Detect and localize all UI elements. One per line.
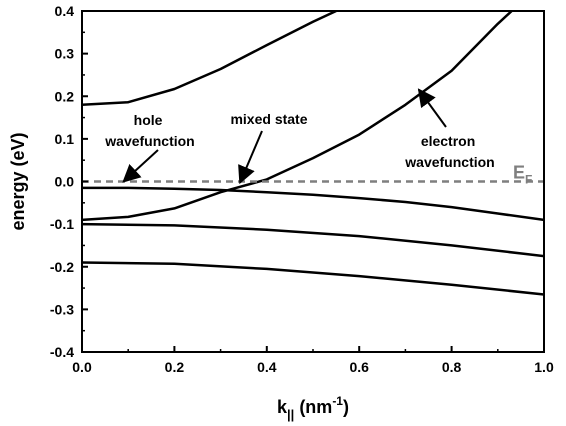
x-axis-title-close: ) [343,397,349,417]
x-tick-label: 0.4 [257,359,277,375]
y-tick-label: -0.1 [50,216,74,232]
y-tick-label: 0.0 [55,174,75,190]
y-tick-label: 0.1 [55,131,75,147]
y-tick-label: 0.3 [55,46,75,62]
electron-annotation-line-2: wavefunction [404,154,494,170]
y-axis-title: energy (eV) [8,132,28,230]
y-tick-label: -0.4 [50,344,74,360]
x-axis-ticks: 0.0 0.2 0.4 0.6 0.8 1.0 [72,346,554,375]
mixed-state-annotation-arrow [238,130,263,185]
electron-wavefunction-annotation: electron wavefunction [404,88,495,170]
energy-band-line-4 [82,222,544,258]
x-axis-title-superscript: -1 [332,394,343,408]
x-axis-title-symbol: k [277,397,288,417]
y-tick-label: 0.4 [55,3,75,19]
hole-annotation-line-2: wavefunction [104,133,194,149]
fermi-level-label-symbol: E [513,163,525,183]
mixed-state-annotation-text: mixed state [230,111,307,127]
mixed-state-annotation-line-1: mixed state [230,111,307,127]
y-tick-label: -0.2 [50,259,74,275]
energy-band-line-3 [82,186,544,222]
hole-annotation-text: hole wavefunction [104,112,194,149]
hole-annotation-arrow [122,149,159,183]
hole-annotation-line-1: hole [134,112,163,128]
x-axis-title: k|| (nm-1) [277,394,349,422]
fermi-level-label: EF [513,163,532,187]
y-tick-label: 0.2 [55,88,75,104]
y-axis-ticks: -0.4 -0.3 -0.2 -0.1 0.0 0.1 0.2 0.3 0.4 [50,3,88,360]
x-tick-label: 0.6 [349,359,369,375]
hole-wavefunction-annotation: hole wavefunction [104,112,195,183]
energy-band-line-2 [82,11,513,222]
mixed-state-annotation: mixed state [230,111,308,185]
x-axis-title-subscript: || [287,407,294,422]
energy-band-line-5 [82,261,544,296]
fermi-level-label-subscript: F [525,173,532,187]
x-tick-label: 0.0 [72,359,92,375]
x-tick-label: 1.0 [534,359,554,375]
x-axis-title-unit: (nm [294,397,332,417]
series-layer [82,11,544,296]
electron-annotation-text: electron wavefunction [404,133,494,170]
x-tick-label: 0.8 [442,359,462,375]
energy-band-line-1 [82,11,338,107]
x-tick-label: 0.2 [165,359,185,375]
y-tick-label: -0.3 [50,301,74,317]
electron-annotation-line-1: electron [421,133,475,149]
electron-annotation-arrow [417,88,447,128]
